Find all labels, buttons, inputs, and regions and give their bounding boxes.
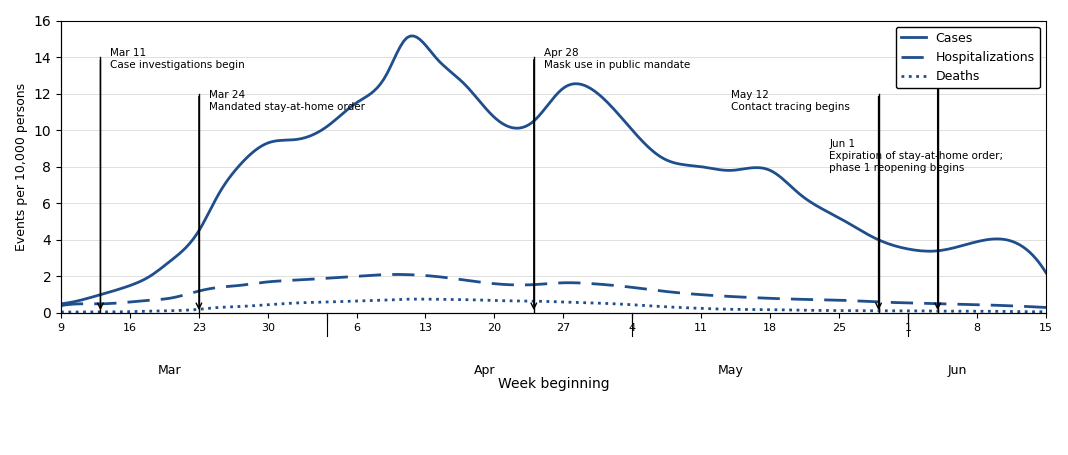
Y-axis label: Events per 10,000 persons: Events per 10,000 persons [15, 83, 28, 251]
Line: Hospitalizations: Hospitalizations [61, 274, 1046, 308]
Text: Mar: Mar [158, 364, 182, 377]
Hospitalizations [889, 300, 901, 305]
Cases [54, 301, 67, 307]
Cases [644, 147, 657, 152]
Hospitalizations [644, 287, 657, 293]
Deaths [644, 303, 657, 308]
Text: Mar 24
Mandated stay-at-home order: Mar 24 Mandated stay-at-home order [208, 90, 365, 111]
Legend: Cases, Hospitalizations, Deaths: Cases, Hospitalizations, Deaths [896, 27, 1040, 88]
Text: Mar 11
Case investigations begin: Mar 11 Case investigations begin [110, 48, 245, 70]
Deaths [54, 309, 67, 315]
Cases [889, 243, 901, 248]
Hospitalizations [54, 303, 67, 308]
Hospitalizations [58, 302, 70, 308]
Deaths [647, 303, 660, 309]
Cases [58, 301, 70, 306]
Text: Jun: Jun [947, 364, 967, 377]
Cases [951, 244, 963, 250]
Cases [1039, 270, 1052, 275]
Deaths [954, 308, 967, 314]
Line: Deaths: Deaths [61, 299, 1046, 312]
Cases [661, 157, 674, 163]
Cases [407, 33, 420, 39]
Text: Apr: Apr [474, 364, 496, 377]
Deaths [1039, 309, 1052, 314]
Text: Jun 1
Expiration of stay-at-home order;
phase 1 reopening begins: Jun 1 Expiration of stay-at-home order; … [830, 139, 1004, 172]
Deaths [892, 308, 905, 313]
Line: Cases: Cases [61, 36, 1046, 304]
Text: May 12
Contact tracing begins: May 12 Contact tracing begins [731, 90, 850, 111]
Text: May: May [718, 364, 743, 377]
Hospitalizations [1039, 305, 1052, 310]
Cases [641, 143, 654, 149]
Text: Week beginning: Week beginning [498, 377, 610, 391]
Text: Apr 28
Mask use in public mandate: Apr 28 Mask use in public mandate [544, 48, 690, 70]
Hospitalizations [641, 287, 654, 292]
Deaths [58, 309, 70, 315]
Deaths [664, 304, 677, 310]
Hospitalizations [391, 272, 404, 277]
Hospitalizations [951, 302, 963, 307]
Deaths [410, 296, 423, 302]
Hospitalizations [661, 289, 674, 294]
Deaths [84, 309, 97, 315]
